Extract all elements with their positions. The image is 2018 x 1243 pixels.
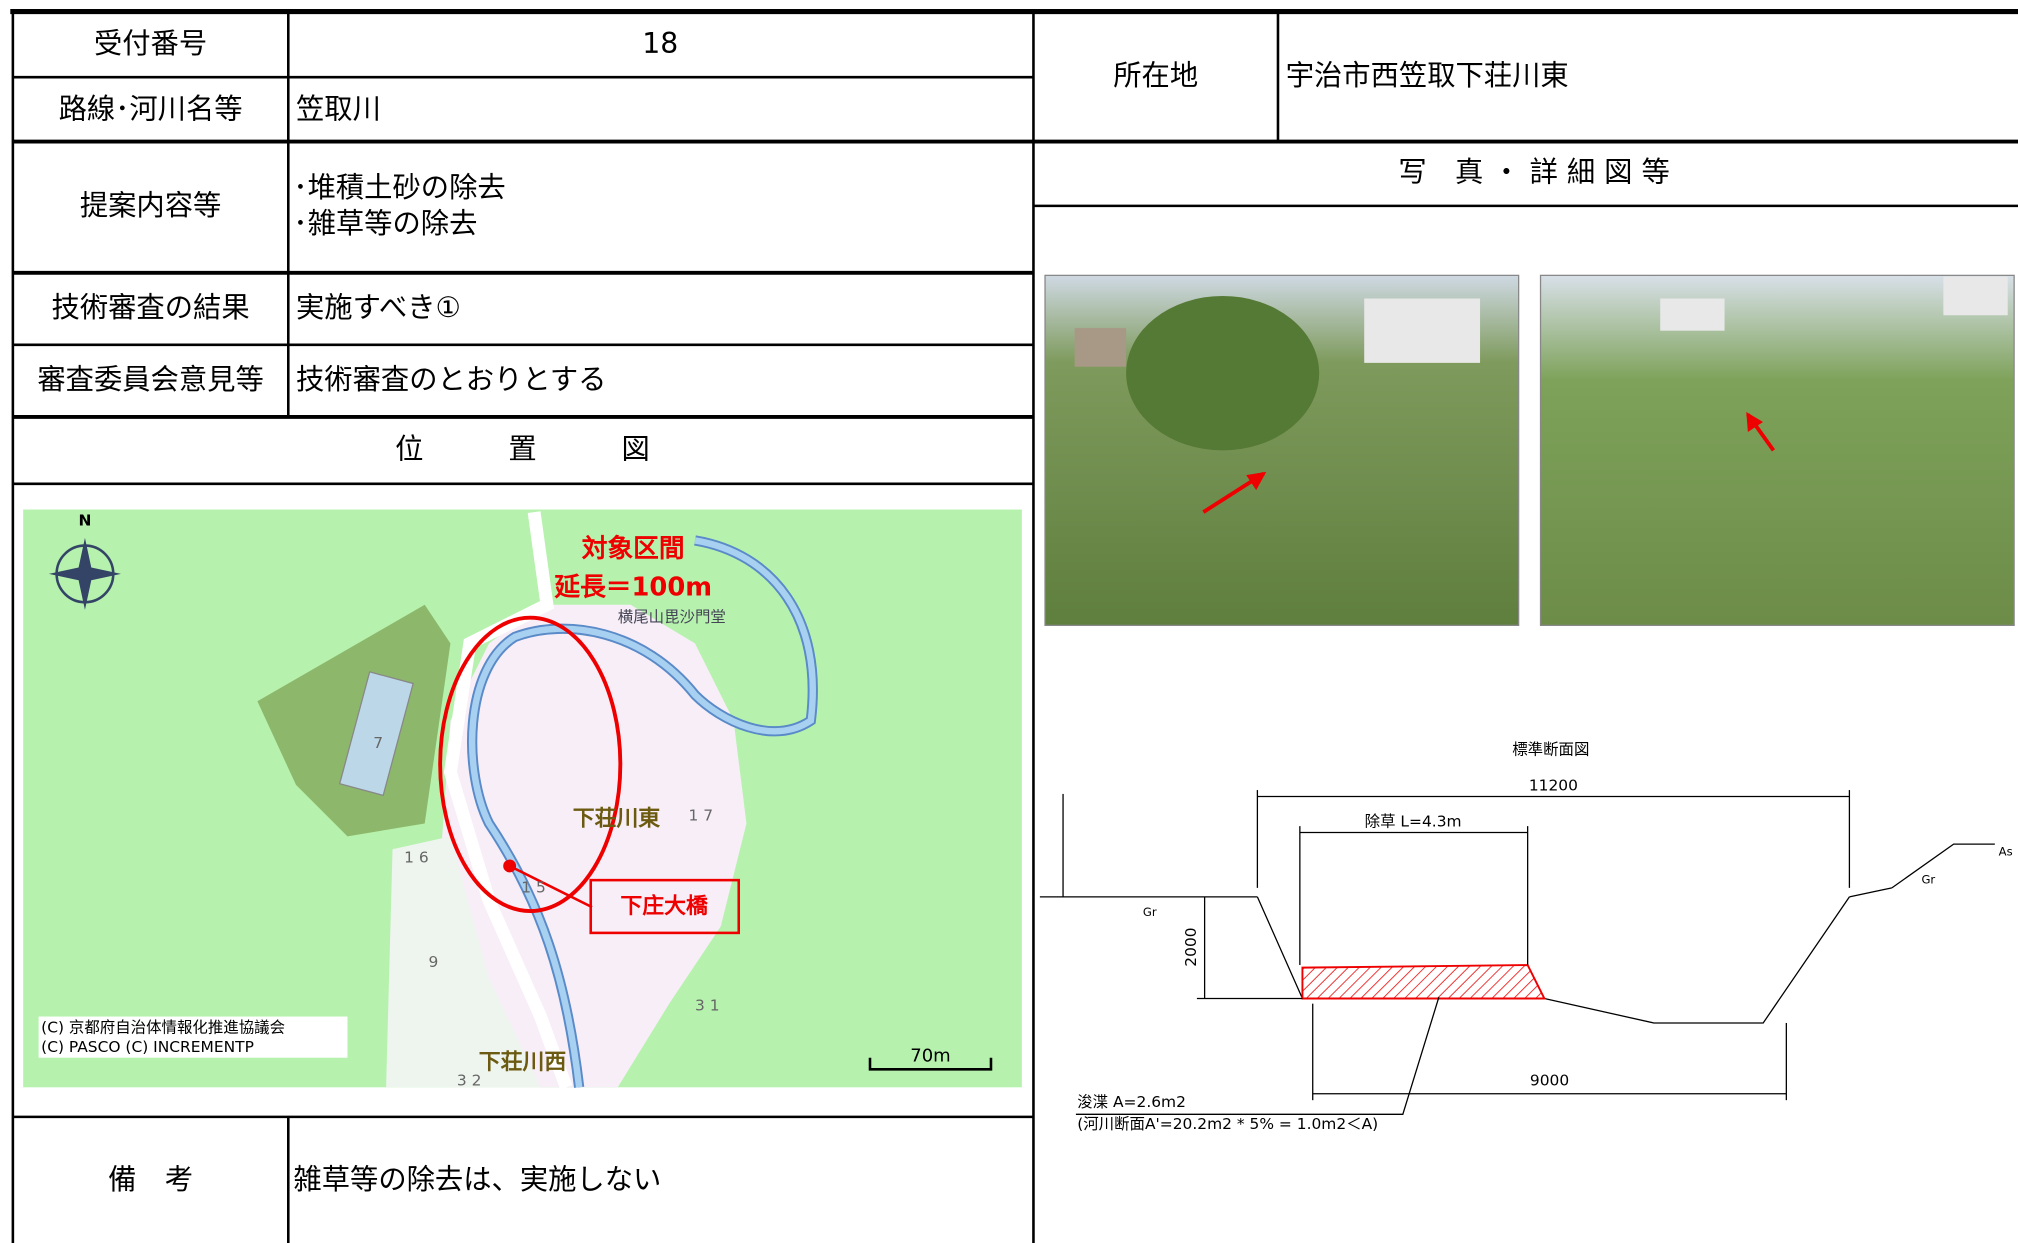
map-number: 1 5 [521,878,546,896]
label: Gr [1143,905,1157,919]
value: 宇治市西笠取下荘川東 [1286,59,1569,92]
map-number: 9 [429,953,439,971]
map-number: 7 [373,734,383,752]
section-title: 位 置 図 [395,432,650,465]
map-number: 3 2 [457,1071,482,1089]
copyright: (C) 京都府自治体情報化推進協議会 [41,1019,285,1037]
item: ･雑草等の除去 [293,207,477,240]
diagram-title: 標準断面図 [1512,741,1589,759]
label: Gr [1921,873,1935,887]
bridge: 下庄大橋 [620,893,709,919]
value: 雑草等の除去は、実施しない [293,1163,661,1196]
value: 18 [642,27,678,60]
map-number: 1 6 [404,849,429,867]
section-title: 写 真 ・ 詳 細 図 等 [1398,156,1669,189]
label: 技術審査の結果 [52,291,250,324]
north: N [78,512,91,530]
label: 受付番号 [94,27,207,60]
value: 実施すべき① [296,291,461,324]
label: 備 考 [108,1163,193,1196]
place: 下荘川東 [573,807,661,832]
copyright: (C) PASCO (C) INCREMENTP [41,1038,254,1056]
map-number: 3 1 [695,997,720,1015]
note: (河川断面A'=20.2m2 * 5% = 1.0m2＜A) [1077,1115,1378,1133]
temple: 横尾山毘沙門堂 [618,608,726,626]
target-label: 対象区間 [582,533,685,564]
label: 所在地 [1113,59,1198,92]
place: 下荘川西 [479,1050,566,1075]
location-map: N 対象区間 延長＝100m 横尾山毘沙門堂 下荘川東 下庄大橋 下荘川西 (C… [23,509,1022,1090]
scale: 70m [910,1045,950,1066]
dimension: 除草 L=4.3m [1365,813,1462,831]
photos [1044,274,2015,627]
cross-section [1039,790,1995,1115]
dimension: 11200 [1529,777,1578,795]
length-label: 延長＝100m [553,573,712,603]
label: 審査委員会意見等 [37,363,263,396]
table-lines [10,9,2018,1243]
map-number: 1 7 [689,806,714,824]
dimension: 9000 [1530,1071,1569,1089]
note: 浚渫 A=2.6m2 [1077,1093,1186,1111]
label: 路線･河川名等 [59,93,243,126]
dimension: 2000 [1182,927,1200,966]
value: 笠取川 [296,93,381,126]
item: ･堆積土砂の除去 [293,171,505,204]
value: 技術審査のとおりとする [296,363,606,396]
label: 提案内容等 [80,189,222,222]
label: As [1999,844,2013,858]
